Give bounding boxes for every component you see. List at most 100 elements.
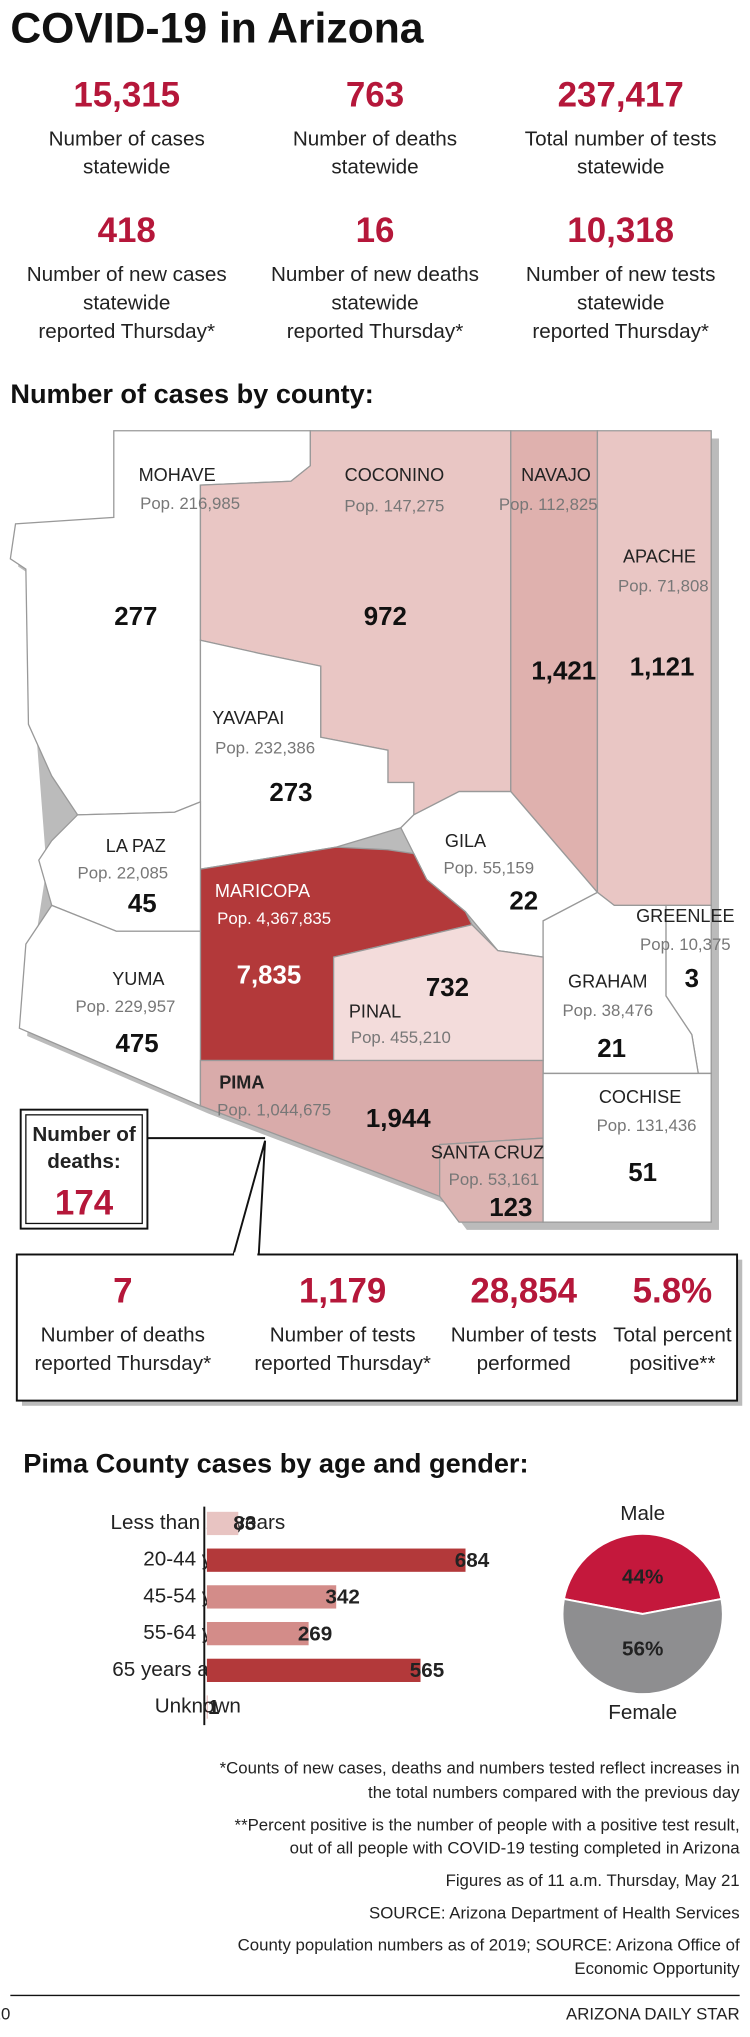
footer-source: ARIZONA DAILY STAR: [566, 2004, 740, 2023]
county-pop: Pop. 1,044,675: [217, 1100, 331, 1119]
stat-label: statewide: [331, 156, 418, 179]
county-name: PINAL: [349, 1001, 401, 1021]
county-cases: 273: [269, 779, 312, 807]
footer-date: 5/21/20: [0, 2004, 10, 2023]
bar-value: 565: [410, 1659, 445, 1682]
county-pop: Pop. 22,085: [78, 864, 169, 883]
county-pop: Pop. 55,159: [443, 859, 534, 878]
county-cases: 1,121: [630, 654, 695, 682]
pima-stat-label: Number of tests: [451, 1323, 597, 1346]
note: Figures as of 11 a.m. Thursday, May 21: [446, 1871, 740, 1890]
bar: [206, 1585, 337, 1609]
note: SOURCE: Arizona Department of Health Ser…: [369, 1903, 740, 1922]
county-pop: Pop. 147,275: [344, 497, 444, 516]
stat-label: reported Thursday*: [38, 320, 215, 343]
bar-value: 83: [233, 1512, 256, 1535]
county-name: MARICOPA: [215, 881, 311, 901]
county-name: PIMA: [219, 1073, 264, 1093]
county-name: GILA: [445, 831, 487, 851]
bar-value: 269: [298, 1622, 333, 1645]
stat-value: 15,315: [73, 75, 180, 114]
bar: [206, 1548, 466, 1572]
bar: [206, 1658, 421, 1682]
county-cases: 123: [489, 1194, 532, 1222]
stat-value: 16: [356, 211, 395, 250]
pie-category-label: Female: [608, 1701, 677, 1724]
county-name: APACHE: [623, 546, 696, 566]
note: *Counts of new cases, deaths and numbers…: [220, 1759, 740, 1778]
stat-label: statewide: [331, 292, 418, 315]
pima-stat-label: positive**: [629, 1352, 715, 1375]
callout-pointer: [144, 1137, 267, 1258]
county-name: NAVAJO: [521, 465, 591, 485]
county-cases: 7,835: [237, 961, 302, 989]
pima-stat-label: Number of tests: [270, 1323, 416, 1346]
stat-label: Number of new cases: [27, 263, 227, 286]
county-pop: Pop. 112,825: [499, 495, 598, 514]
county-pop: Pop. 53,161: [449, 1170, 540, 1189]
county-name: LA PAZ: [106, 836, 166, 856]
pie-value-label: 44%: [622, 1565, 663, 1588]
bar-label: Less than 20 years: [111, 1511, 286, 1534]
note: the total numbers compared with the prev…: [368, 1783, 740, 1802]
stat-label: Number of cases: [49, 127, 205, 150]
county-pop: Pop. 229,957: [75, 997, 175, 1016]
pima-box: [15, 1253, 739, 1402]
map-title: Number of cases by county:: [10, 378, 373, 409]
stat-label: statewide: [577, 156, 664, 179]
stat-label: statewide: [577, 292, 664, 315]
county-name: YAVAPAI: [212, 708, 284, 728]
stat-label: reported Thursday*: [532, 320, 709, 343]
pima-stat-label: Total percent: [613, 1323, 732, 1346]
stat-label: Total number of tests: [525, 127, 717, 150]
stat-label: statewide: [83, 156, 170, 179]
county-name: GREENLEE: [636, 906, 735, 926]
county-name: COCONINO: [345, 465, 445, 485]
pima-stat-label: performed: [477, 1352, 571, 1375]
stat-label: statewide: [83, 292, 170, 315]
county-pop: Pop. 10,375: [640, 935, 731, 954]
note: Economic Opportunity: [574, 1959, 740, 1978]
county-cases: 277: [114, 603, 157, 631]
county-pop: Pop. 232,386: [215, 738, 315, 757]
stat-value: 237,417: [558, 75, 684, 114]
note: **Percent positive is the number of peop…: [235, 1815, 740, 1834]
pima-stat-label: Number of deaths: [41, 1323, 205, 1346]
county-pop: Pop. 71,808: [618, 577, 709, 596]
stat-label: Number of new tests: [526, 263, 716, 286]
deaths-box: [19, 1108, 149, 1230]
pima-stat-value: 1,179: [299, 1272, 386, 1311]
pima-stat-label: reported Thursday*: [35, 1352, 212, 1375]
county-cochise: [542, 1072, 712, 1223]
county-cases: 3: [685, 965, 699, 993]
title: COVID-19 in Arizona: [10, 4, 423, 52]
pima-stat-value: 7: [113, 1272, 132, 1311]
pie-category-label: Male: [620, 1502, 665, 1525]
pie-value-label: 56%: [622, 1638, 663, 1661]
county-cases: 972: [364, 603, 407, 631]
note: County population numbers as of 2019; SO…: [238, 1936, 740, 1955]
county-name: YUMA: [112, 969, 165, 989]
chart-title: Pima County cases by age and gender:: [23, 1447, 528, 1478]
bar-label: Unknown: [155, 1695, 241, 1718]
map: [9, 430, 719, 1230]
stat-label: reported Thursday*: [287, 320, 464, 343]
callouts: [10, 1108, 743, 1997]
county-pop: Pop. 131,436: [597, 1116, 697, 1135]
pima-stat-label: reported Thursday*: [254, 1352, 431, 1375]
pie-slice: [562, 1532, 723, 1615]
county-name: COCHISE: [599, 1087, 681, 1107]
county-santa-cruz: [439, 1137, 544, 1223]
county-name: GRAHAM: [568, 972, 647, 992]
deaths-box-inner: [25, 1114, 143, 1225]
county-cases: 1,421: [531, 657, 596, 685]
stat-value: 763: [346, 75, 404, 114]
bar-value: 684: [455, 1549, 490, 1572]
stat-value: 418: [98, 211, 156, 250]
county-cases: 1,944: [366, 1105, 431, 1133]
county-cases: 22: [509, 888, 538, 916]
county-name: SANTA CRUZ: [431, 1142, 544, 1162]
pima-stat-value: 28,854: [470, 1272, 577, 1311]
